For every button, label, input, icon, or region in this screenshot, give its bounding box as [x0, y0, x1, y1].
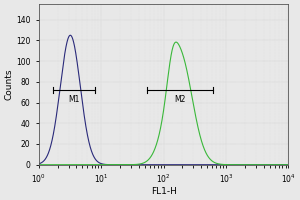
- Y-axis label: Counts: Counts: [4, 69, 13, 100]
- Text: M2: M2: [175, 95, 186, 104]
- X-axis label: FL1-H: FL1-H: [151, 187, 176, 196]
- Text: M1: M1: [68, 95, 80, 104]
